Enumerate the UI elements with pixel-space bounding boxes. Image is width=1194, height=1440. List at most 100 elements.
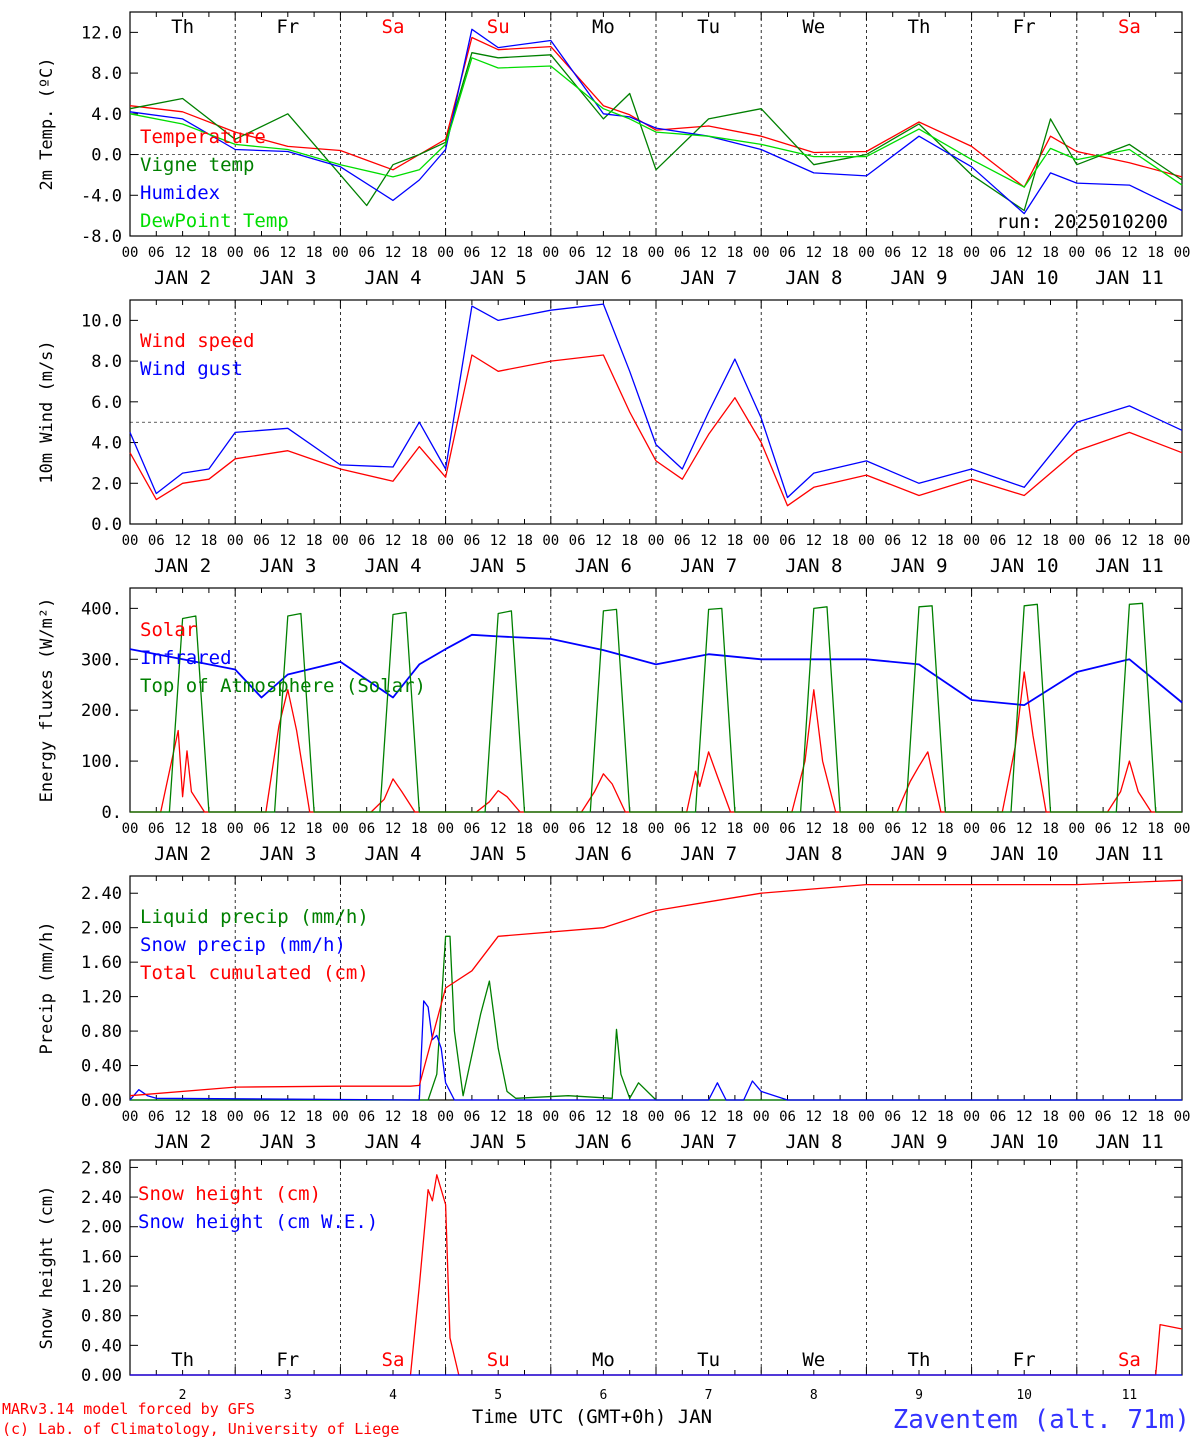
y-tick-label: 1.60 (81, 953, 122, 973)
hour-tick-label: 18 (1042, 533, 1059, 549)
hour-tick-label: 12 (595, 533, 612, 549)
hour-tick-label: 00 (1068, 245, 1085, 261)
hour-tick-label: 06 (358, 821, 375, 837)
date-label: JAN 2 (154, 555, 211, 577)
y-tick-label: 12.0 (81, 23, 122, 43)
date-label: JAN 8 (785, 1131, 842, 1153)
date-label: JAN 10 (990, 1131, 1059, 1153)
hour-tick-label: 06 (358, 245, 375, 261)
date-label: JAN 4 (364, 1131, 421, 1153)
hour-tick-label: 06 (884, 821, 901, 837)
hour-tick-label: 00 (1068, 821, 1085, 837)
hour-tick-label: 00 (122, 1109, 139, 1125)
hour-tick-label: 00 (648, 533, 665, 549)
y-tick-label: 8.0 (91, 352, 122, 372)
legend-entry: Wind speed (140, 330, 254, 352)
hour-tick-label: 18 (937, 245, 954, 261)
hour-tick-label: 18 (726, 533, 743, 549)
hour-tick-label: 06 (1095, 1109, 1112, 1125)
hour-tick-label: 06 (463, 245, 480, 261)
hour-tick-label: 00 (332, 245, 349, 261)
day-number-label: 8 (810, 1388, 818, 1403)
weekday-label: Fr (276, 1349, 299, 1371)
hour-tick-label: 00 (1174, 821, 1191, 837)
date-label: JAN 5 (470, 555, 527, 577)
hour-tick-label: 00 (227, 1109, 244, 1125)
station-label: Zaventem (alt. 71m) (893, 1405, 1190, 1435)
y-tick-label: 400. (81, 599, 122, 619)
hour-tick-label: 18 (516, 533, 533, 549)
hour-tick-label: 06 (674, 1109, 691, 1125)
weekday-label: Tu (697, 1349, 720, 1371)
hour-tick-label: 18 (1147, 821, 1164, 837)
weekday-label: Th (908, 1349, 931, 1371)
hour-tick-label: 00 (332, 821, 349, 837)
hour-tick-label: 12 (700, 245, 717, 261)
legend-entry: DewPoint Temp (140, 210, 289, 232)
day-number-label: 9 (915, 1388, 923, 1403)
hour-tick-label: 06 (1095, 245, 1112, 261)
hour-tick-label: 12 (1016, 821, 1033, 837)
hour-tick-label: 12 (174, 1109, 191, 1125)
series-line (130, 602, 1182, 813)
hour-tick-label: 00 (858, 1109, 875, 1125)
hour-tick-label: 06 (358, 533, 375, 549)
hour-tick-label: 18 (832, 821, 849, 837)
hour-tick-label: 06 (674, 245, 691, 261)
legend-entry: Humidex (140, 182, 220, 204)
hour-tick-label: 00 (1174, 533, 1191, 549)
hour-tick-label: 00 (122, 821, 139, 837)
date-label: JAN 2 (154, 843, 211, 865)
hour-tick-label: 06 (674, 821, 691, 837)
hour-tick-label: 06 (463, 821, 480, 837)
day-number-label: 4 (389, 1388, 397, 1403)
hour-tick-label: 06 (884, 533, 901, 549)
plot-frame (129, 299, 1183, 525)
y-tick-label: 2.0 (91, 474, 122, 494)
y-tick-label: 4.0 (91, 105, 122, 125)
y-axis-label: Energy fluxes (W/m²) (37, 598, 57, 803)
hour-tick-label: 00 (437, 533, 454, 549)
hour-tick-label: 12 (174, 821, 191, 837)
hour-tick-label: 18 (726, 821, 743, 837)
y-tick-label: 0.80 (81, 1022, 122, 1042)
hour-tick-label: 12 (911, 1109, 928, 1125)
date-label: JAN 4 (364, 843, 421, 865)
hour-tick-label: 12 (911, 821, 928, 837)
weekday-label: We (802, 1349, 825, 1371)
series-line (129, 354, 1183, 507)
hour-tick-label: 12 (595, 1109, 612, 1125)
hour-tick-label: 18 (832, 533, 849, 549)
hour-tick-label: 12 (911, 245, 928, 261)
hour-tick-label: 18 (411, 1109, 428, 1125)
hour-tick-label: 00 (1174, 1109, 1191, 1125)
series-line (129, 52, 1183, 212)
date-label: JAN 3 (259, 1131, 316, 1153)
hour-tick-label: 18 (306, 1109, 323, 1125)
y-tick-label: 0.40 (81, 1336, 122, 1356)
legend-entry: Wind gust (140, 358, 243, 380)
hour-tick-label: 00 (437, 1109, 454, 1125)
weekday-label: Th (908, 16, 931, 38)
hour-tick-label: 00 (122, 245, 139, 261)
legend-entry: Solar (140, 619, 197, 641)
hour-tick-label: 12 (1121, 821, 1138, 837)
hour-tick-label: 18 (726, 245, 743, 261)
hour-tick-label: 12 (174, 245, 191, 261)
hour-tick-label: 06 (1095, 821, 1112, 837)
date-label: JAN 5 (470, 843, 527, 865)
credit-line-2: (c) Lab. of Climatology, University of L… (2, 1420, 399, 1438)
hour-tick-label: 06 (674, 533, 691, 549)
hour-tick-label: 06 (989, 821, 1006, 837)
plot-frame (129, 11, 1183, 237)
hour-tick-label: 18 (516, 1109, 533, 1125)
hour-tick-label: 18 (306, 245, 323, 261)
hour-tick-label: 06 (569, 533, 586, 549)
hour-tick-label: 06 (569, 821, 586, 837)
legend-entry: Snow precip (mm/h) (140, 934, 346, 956)
y-axis-label: Snow height (cm) (37, 1186, 57, 1350)
hour-tick-label: 12 (385, 1109, 402, 1125)
day-number-label: 6 (599, 1388, 607, 1403)
weekday-label: Mo (592, 16, 615, 38)
date-label: JAN 11 (1095, 267, 1164, 289)
